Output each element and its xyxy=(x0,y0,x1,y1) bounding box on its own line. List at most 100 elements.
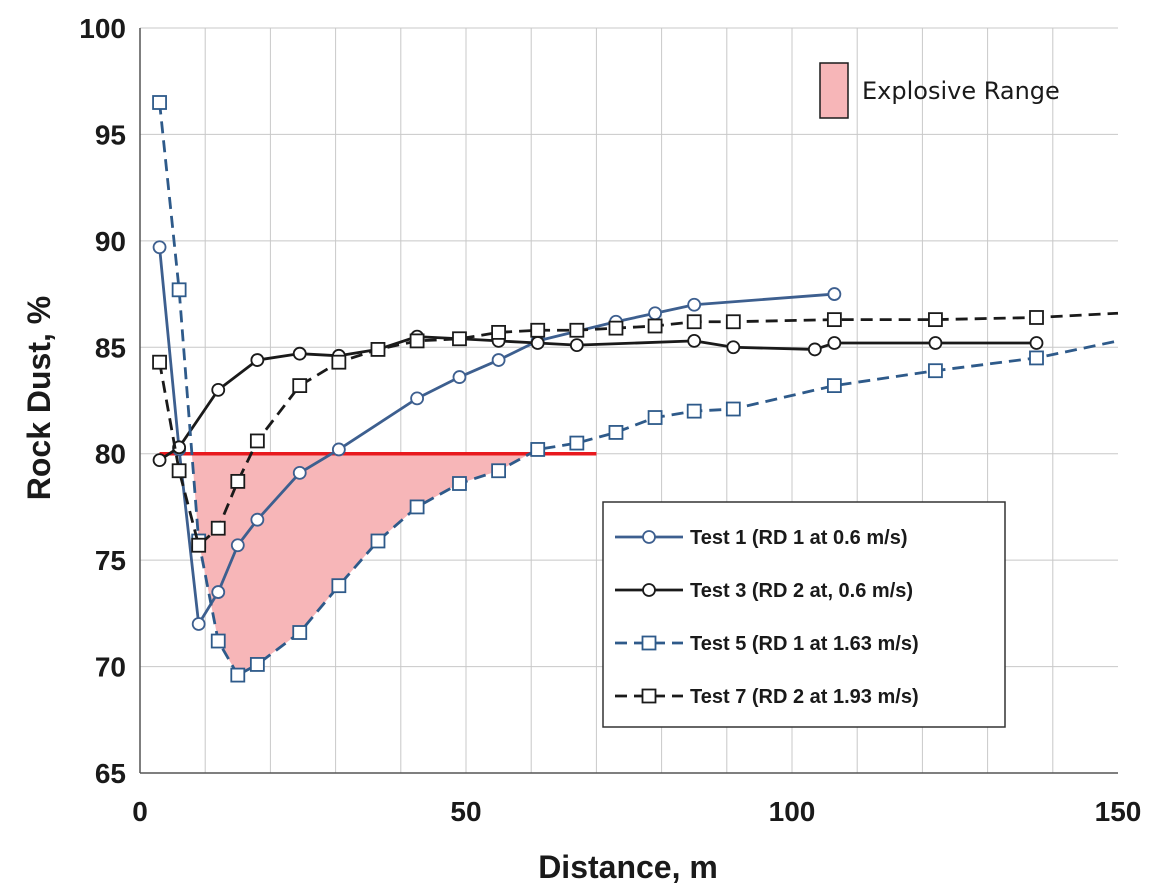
data-point xyxy=(569,435,585,451)
explosive-range-area-layer xyxy=(191,453,530,676)
explosive-range-area xyxy=(191,453,530,676)
data-point xyxy=(826,378,842,394)
data-point xyxy=(928,312,943,328)
x-tick-label: 150 xyxy=(1095,796,1142,827)
data-point xyxy=(249,657,265,672)
legend-label: Test 1 (RD 1 at 0.6 m/s) xyxy=(690,527,907,549)
data-point xyxy=(230,667,246,683)
legend-box xyxy=(602,501,1006,728)
data-point xyxy=(569,338,584,353)
data-point xyxy=(230,538,245,553)
data-point xyxy=(530,442,546,457)
data-point xyxy=(928,336,943,350)
data-point xyxy=(230,473,246,489)
y-tick-label: 100 xyxy=(79,13,126,44)
y-tick-label: 70 xyxy=(95,652,126,683)
data-point xyxy=(648,306,662,321)
data-point xyxy=(292,625,308,640)
explosive-range-legend: Explosive Range xyxy=(819,62,1060,119)
data-point xyxy=(491,353,506,367)
data-point xyxy=(152,354,167,370)
data-point xyxy=(827,287,842,301)
data-point xyxy=(1029,336,1044,350)
series-4 xyxy=(152,310,1119,553)
data-point xyxy=(292,378,308,394)
data-point xyxy=(331,442,346,457)
data-point xyxy=(530,336,545,350)
legend-entry-4: Test 7 (RD 2 at 1.93 m/s) xyxy=(615,686,919,708)
data-point xyxy=(807,342,822,357)
data-point xyxy=(171,282,187,298)
data-point xyxy=(249,433,265,449)
data-point xyxy=(1029,350,1044,366)
y-tick-label: 95 xyxy=(95,119,126,150)
series-layer xyxy=(152,95,1119,683)
x-tick-label: 50 xyxy=(450,796,481,827)
data-point xyxy=(452,370,467,384)
y-tick-label: 85 xyxy=(95,332,126,363)
data-point xyxy=(725,314,741,330)
data-point xyxy=(211,585,226,599)
legend-marker xyxy=(641,688,657,704)
data-point xyxy=(608,425,624,440)
series-line xyxy=(158,102,1119,677)
data-point xyxy=(827,336,842,350)
data-point xyxy=(152,453,167,468)
data-point xyxy=(152,95,167,110)
tick-labels: 65 70 75 80 85 90 95 100 0 50 100 150 xyxy=(79,13,1141,827)
legend-marker xyxy=(642,530,656,544)
data-point xyxy=(686,314,702,330)
data-point xyxy=(171,463,187,479)
x-tick-label: 0 xyxy=(132,796,148,827)
data-point xyxy=(452,331,467,347)
series-line xyxy=(158,247,835,626)
series-legend: Test 1 (RD 1 at 0.6 m/s) Test 3 (RD 2 at,… xyxy=(602,501,1006,728)
y-tick-label: 90 xyxy=(95,226,126,257)
data-point xyxy=(152,240,167,255)
data-point xyxy=(210,633,226,649)
data-point xyxy=(826,312,842,328)
data-point xyxy=(292,346,307,361)
data-point xyxy=(250,353,265,367)
y-axis-title: Rock Dust, % xyxy=(21,296,57,500)
legend-label: Test 3 (RD 2 at, 0.6 m/s) xyxy=(690,580,913,602)
data-point xyxy=(210,520,226,536)
data-point xyxy=(292,465,307,480)
x-axis-title: Distance, m xyxy=(538,849,718,885)
data-point xyxy=(409,499,425,515)
data-point xyxy=(687,333,702,348)
data-point xyxy=(172,440,187,455)
y-tick-label: 65 xyxy=(95,758,126,789)
data-point xyxy=(452,476,467,491)
data-point xyxy=(191,537,207,553)
legend-entry-1: Test 1 (RD 1 at 0.6 m/s) xyxy=(615,527,907,549)
series-line xyxy=(158,311,1119,547)
y-tick-label: 75 xyxy=(95,545,126,576)
data-point xyxy=(250,512,265,527)
data-point xyxy=(491,463,507,479)
legend-marker xyxy=(642,583,656,597)
legend-label: Test 7 (RD 2 at 1.93 m/s) xyxy=(690,686,919,708)
data-point xyxy=(191,617,206,631)
data-point xyxy=(687,297,702,312)
data-point xyxy=(530,322,546,338)
data-point xyxy=(1029,310,1044,325)
data-point xyxy=(409,333,425,349)
legend-entry-2: Test 3 (RD 2 at, 0.6 m/s) xyxy=(615,580,913,602)
data-point xyxy=(370,533,386,549)
y-tick-label: 80 xyxy=(95,439,126,470)
legend-label: Test 5 (RD 1 at 1.63 m/s) xyxy=(690,633,919,655)
data-point xyxy=(331,578,347,594)
explosive-range-swatch xyxy=(819,62,849,119)
data-point xyxy=(410,391,425,406)
legend-entry-3: Test 5 (RD 1 at 1.63 m/s) xyxy=(615,633,919,655)
explosive-range-label: Explosive Range xyxy=(862,77,1060,105)
data-point xyxy=(211,382,226,397)
data-point xyxy=(647,410,663,425)
data-point xyxy=(725,401,741,417)
data-point xyxy=(928,363,943,379)
axes xyxy=(139,28,1118,774)
data-point xyxy=(569,322,585,338)
data-point xyxy=(686,403,702,419)
